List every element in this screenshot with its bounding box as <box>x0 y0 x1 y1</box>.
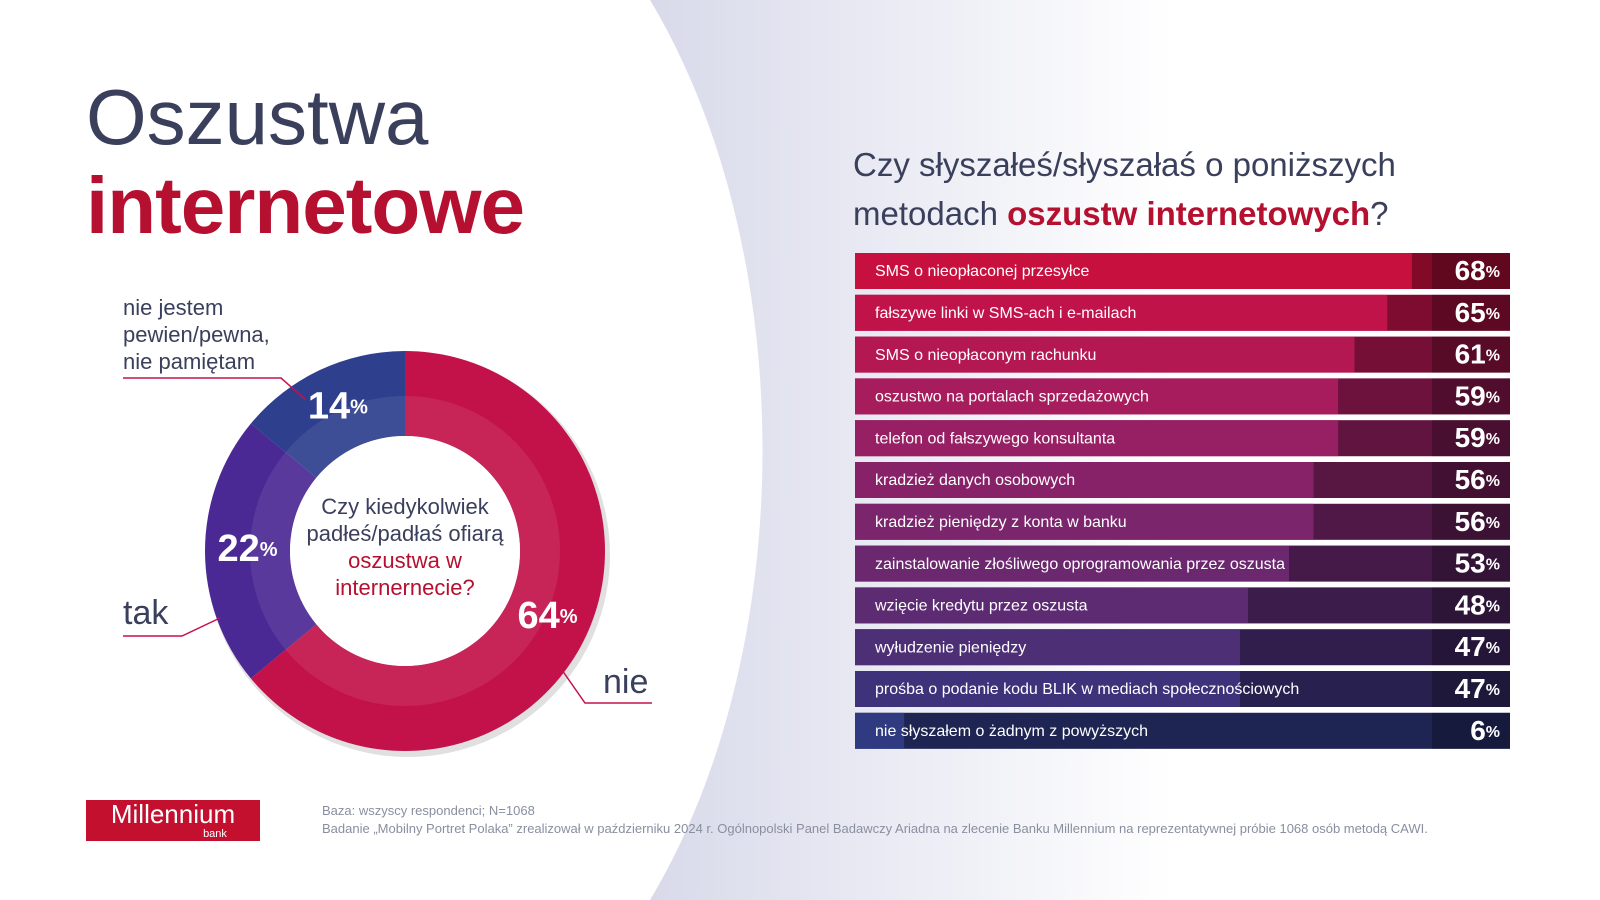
bar <box>855 378 1339 415</box>
category-label: zainstalowanie złośliwego oprogramowania… <box>875 556 1285 573</box>
value-label: 56% <box>1455 506 1500 537</box>
bar-rest <box>904 712 1510 749</box>
value-label: 6% <box>1470 715 1500 746</box>
bar-group: SMS o nieopłaconej przesyłce 68% fałszywe … <box>855 253 1510 749</box>
value-box <box>1432 336 1510 373</box>
footnote: Badanie „Mobilny Portret Polaka” zrealiz… <box>322 821 1428 836</box>
value-box <box>1432 503 1510 540</box>
value-label: 14% <box>308 386 368 428</box>
category-label: tak <box>123 594 169 632</box>
bar-rest <box>1313 503 1510 540</box>
leader-line <box>554 659 652 704</box>
category-label: wzięcie kredytu przez oszusta <box>874 598 1088 615</box>
value-box <box>1432 462 1510 498</box>
center <box>290 436 520 666</box>
value-label: 64% <box>517 595 577 637</box>
value-label: 68% <box>1455 255 1500 286</box>
value-label: 48% <box>1455 590 1500 621</box>
title-part: Czy słyszałeś/słyszałaś o poniższych met… <box>853 146 1396 232</box>
center-text: Czy kiedykolwiek padłeś/padłaś ofiarą <box>306 494 504 546</box>
bar <box>855 253 1412 289</box>
leader-line <box>123 617 221 637</box>
bar <box>855 294 1388 331</box>
category-label: kradzież pieniędzy z konta w banku <box>875 514 1127 531</box>
bar-rest <box>1313 462 1510 498</box>
category-label: nie jestem pewien/pewna, nie pamiętam <box>123 295 270 374</box>
category-label: SMS o nieopłaconym rachunku <box>875 347 1096 364</box>
bar-rest <box>1411 253 1510 289</box>
value-label: 53% <box>1455 548 1500 579</box>
bar-rest <box>1239 671 1510 707</box>
category-label: oszustwo na portalach sprzedażowych <box>875 389 1149 406</box>
title-part: ? <box>1370 195 1389 232</box>
value-label: 56% <box>1455 464 1500 495</box>
bar <box>855 336 1355 373</box>
bar-rest <box>1239 629 1510 666</box>
value-box <box>1432 545 1510 582</box>
category-label: wyłudzenie pieniędzy <box>874 639 1026 656</box>
title-highlight: oszustw internetowych <box>1007 195 1371 232</box>
category-label: kradzież danych osobowych <box>875 472 1075 489</box>
value-label: 65% <box>1455 297 1500 328</box>
bar <box>855 545 1289 582</box>
footnote: Baza: wszyscy respondenci; N=1068 <box>322 803 535 818</box>
value-label: 22% <box>217 528 277 570</box>
leader-line <box>123 377 307 401</box>
value-box <box>1432 253 1510 289</box>
bar <box>855 629 1240 666</box>
logo-sub: bank <box>203 828 227 840</box>
bar-rest <box>1354 336 1510 373</box>
value-box <box>1432 587 1510 624</box>
category-label: prośba o podanie kodu BLIK w mediach spo… <box>875 681 1299 698</box>
logo-box <box>86 800 260 841</box>
title-line1: Oszustwa <box>86 73 429 161</box>
logo-name: Millennium <box>111 799 235 829</box>
bar-rest <box>1338 420 1510 457</box>
bar-track <box>855 712 1510 749</box>
value-box <box>1432 378 1510 415</box>
donut-slice <box>204 423 317 679</box>
value-label: 61% <box>1455 339 1500 370</box>
bar <box>855 462 1314 498</box>
bar-rest <box>1338 378 1510 415</box>
value-box <box>1432 294 1510 331</box>
bar-rest <box>1387 294 1510 331</box>
value-box <box>1432 420 1510 457</box>
value-box <box>1432 712 1510 749</box>
category-label: telefon od fałszywego konsultanta <box>875 430 1115 447</box>
title-line2: internetowe <box>86 161 525 250</box>
bar <box>855 587 1248 624</box>
value-label: 59% <box>1455 381 1500 412</box>
bar-rest <box>1288 545 1510 582</box>
bar <box>855 671 1240 707</box>
bar <box>855 420 1339 457</box>
value-label: 47% <box>1455 673 1500 704</box>
value-box <box>1432 629 1510 666</box>
value-box <box>1432 671 1510 707</box>
donut-center-text: Czy kiedykolwiek padłeś/padłaś ofiarą os… <box>305 493 505 601</box>
center-highlight: oszustwa w internernecie? <box>335 548 475 600</box>
bar <box>855 712 905 749</box>
donut-slice <box>250 351 405 478</box>
bar <box>855 503 1314 540</box>
category-label: nie słyszałem o żadnym z powyższych <box>875 723 1148 740</box>
category-label: fałszywe linki w SMS-ach i e-mailach <box>875 305 1136 322</box>
value-label: 59% <box>1455 423 1500 454</box>
bar-rest <box>1248 587 1510 624</box>
donut-group: 64% 22% 14% <box>204 351 610 757</box>
value-label: 47% <box>1455 632 1500 663</box>
category-label: nie <box>603 663 649 701</box>
bar-chart-title: Czy słyszałeś/słyszałaś o poniższych met… <box>853 140 1413 238</box>
category-label: SMS o nieopłaconej przesyłce <box>875 263 1089 280</box>
donut-slice <box>250 351 606 751</box>
